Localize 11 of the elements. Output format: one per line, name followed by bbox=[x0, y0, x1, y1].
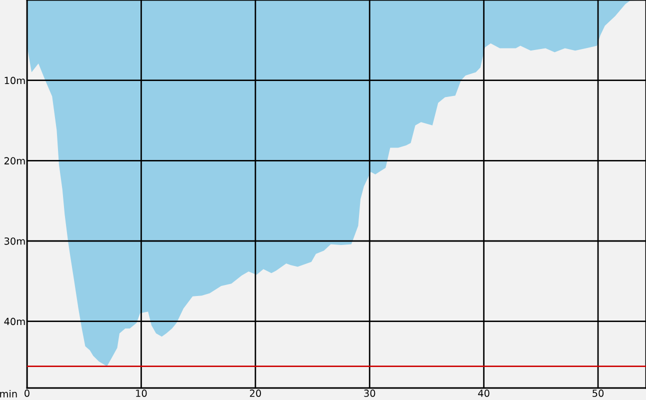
y-tick-label: 10m bbox=[4, 76, 25, 84]
x-tick-label: 40 bbox=[478, 390, 490, 397]
x-tick-label: 30 bbox=[364, 390, 376, 397]
x-tick-label: 10 bbox=[136, 390, 147, 397]
x-tick-label: 0 bbox=[24, 390, 30, 397]
y-tick-label: 40m bbox=[4, 318, 25, 326]
x-tick-label: 20 bbox=[250, 390, 261, 397]
x-axis-title: min bbox=[0, 390, 17, 398]
y-tick-label: 20m bbox=[4, 157, 25, 164]
x-tick-label: 50 bbox=[592, 390, 604, 397]
y-tick-label: 30m bbox=[4, 237, 25, 245]
